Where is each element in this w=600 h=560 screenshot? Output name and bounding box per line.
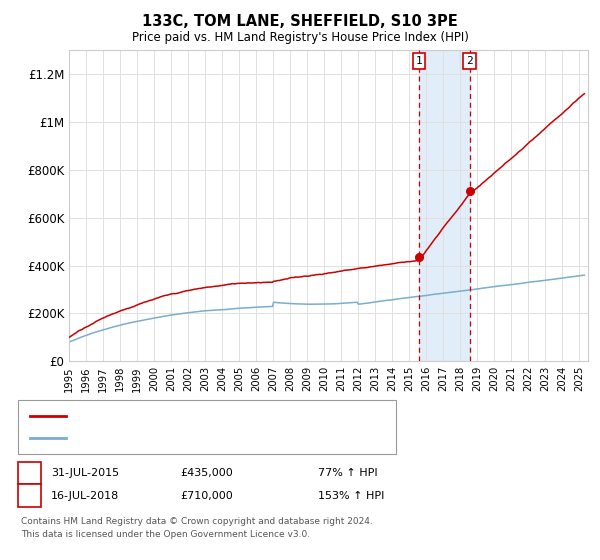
Text: Price paid vs. HM Land Registry's House Price Index (HPI): Price paid vs. HM Land Registry's House … (131, 31, 469, 44)
Text: 1: 1 (26, 468, 33, 478)
Text: 2: 2 (466, 56, 473, 66)
Text: Contains HM Land Registry data © Crown copyright and database right 2024.: Contains HM Land Registry data © Crown c… (21, 517, 373, 526)
Text: £435,000: £435,000 (180, 468, 233, 478)
Text: 1: 1 (416, 56, 422, 66)
Bar (419, 50, 470, 361)
Text: This data is licensed under the Open Government Licence v3.0.: This data is licensed under the Open Gov… (21, 530, 310, 539)
Text: 133C, TOM LANE, SHEFFIELD, S10 3PE (detached house): 133C, TOM LANE, SHEFFIELD, S10 3PE (deta… (72, 411, 382, 421)
Text: £710,000: £710,000 (180, 491, 233, 501)
Text: 2: 2 (26, 491, 33, 501)
Text: 31-JUL-2015: 31-JUL-2015 (51, 468, 119, 478)
Text: 16-JUL-2018: 16-JUL-2018 (51, 491, 119, 501)
Text: 133C, TOM LANE, SHEFFIELD, S10 3PE: 133C, TOM LANE, SHEFFIELD, S10 3PE (142, 14, 458, 29)
Text: 77% ↑ HPI: 77% ↑ HPI (318, 468, 377, 478)
Text: 153% ↑ HPI: 153% ↑ HPI (318, 491, 385, 501)
Text: HPI: Average price, detached house, Sheffield: HPI: Average price, detached house, Shef… (72, 433, 323, 443)
